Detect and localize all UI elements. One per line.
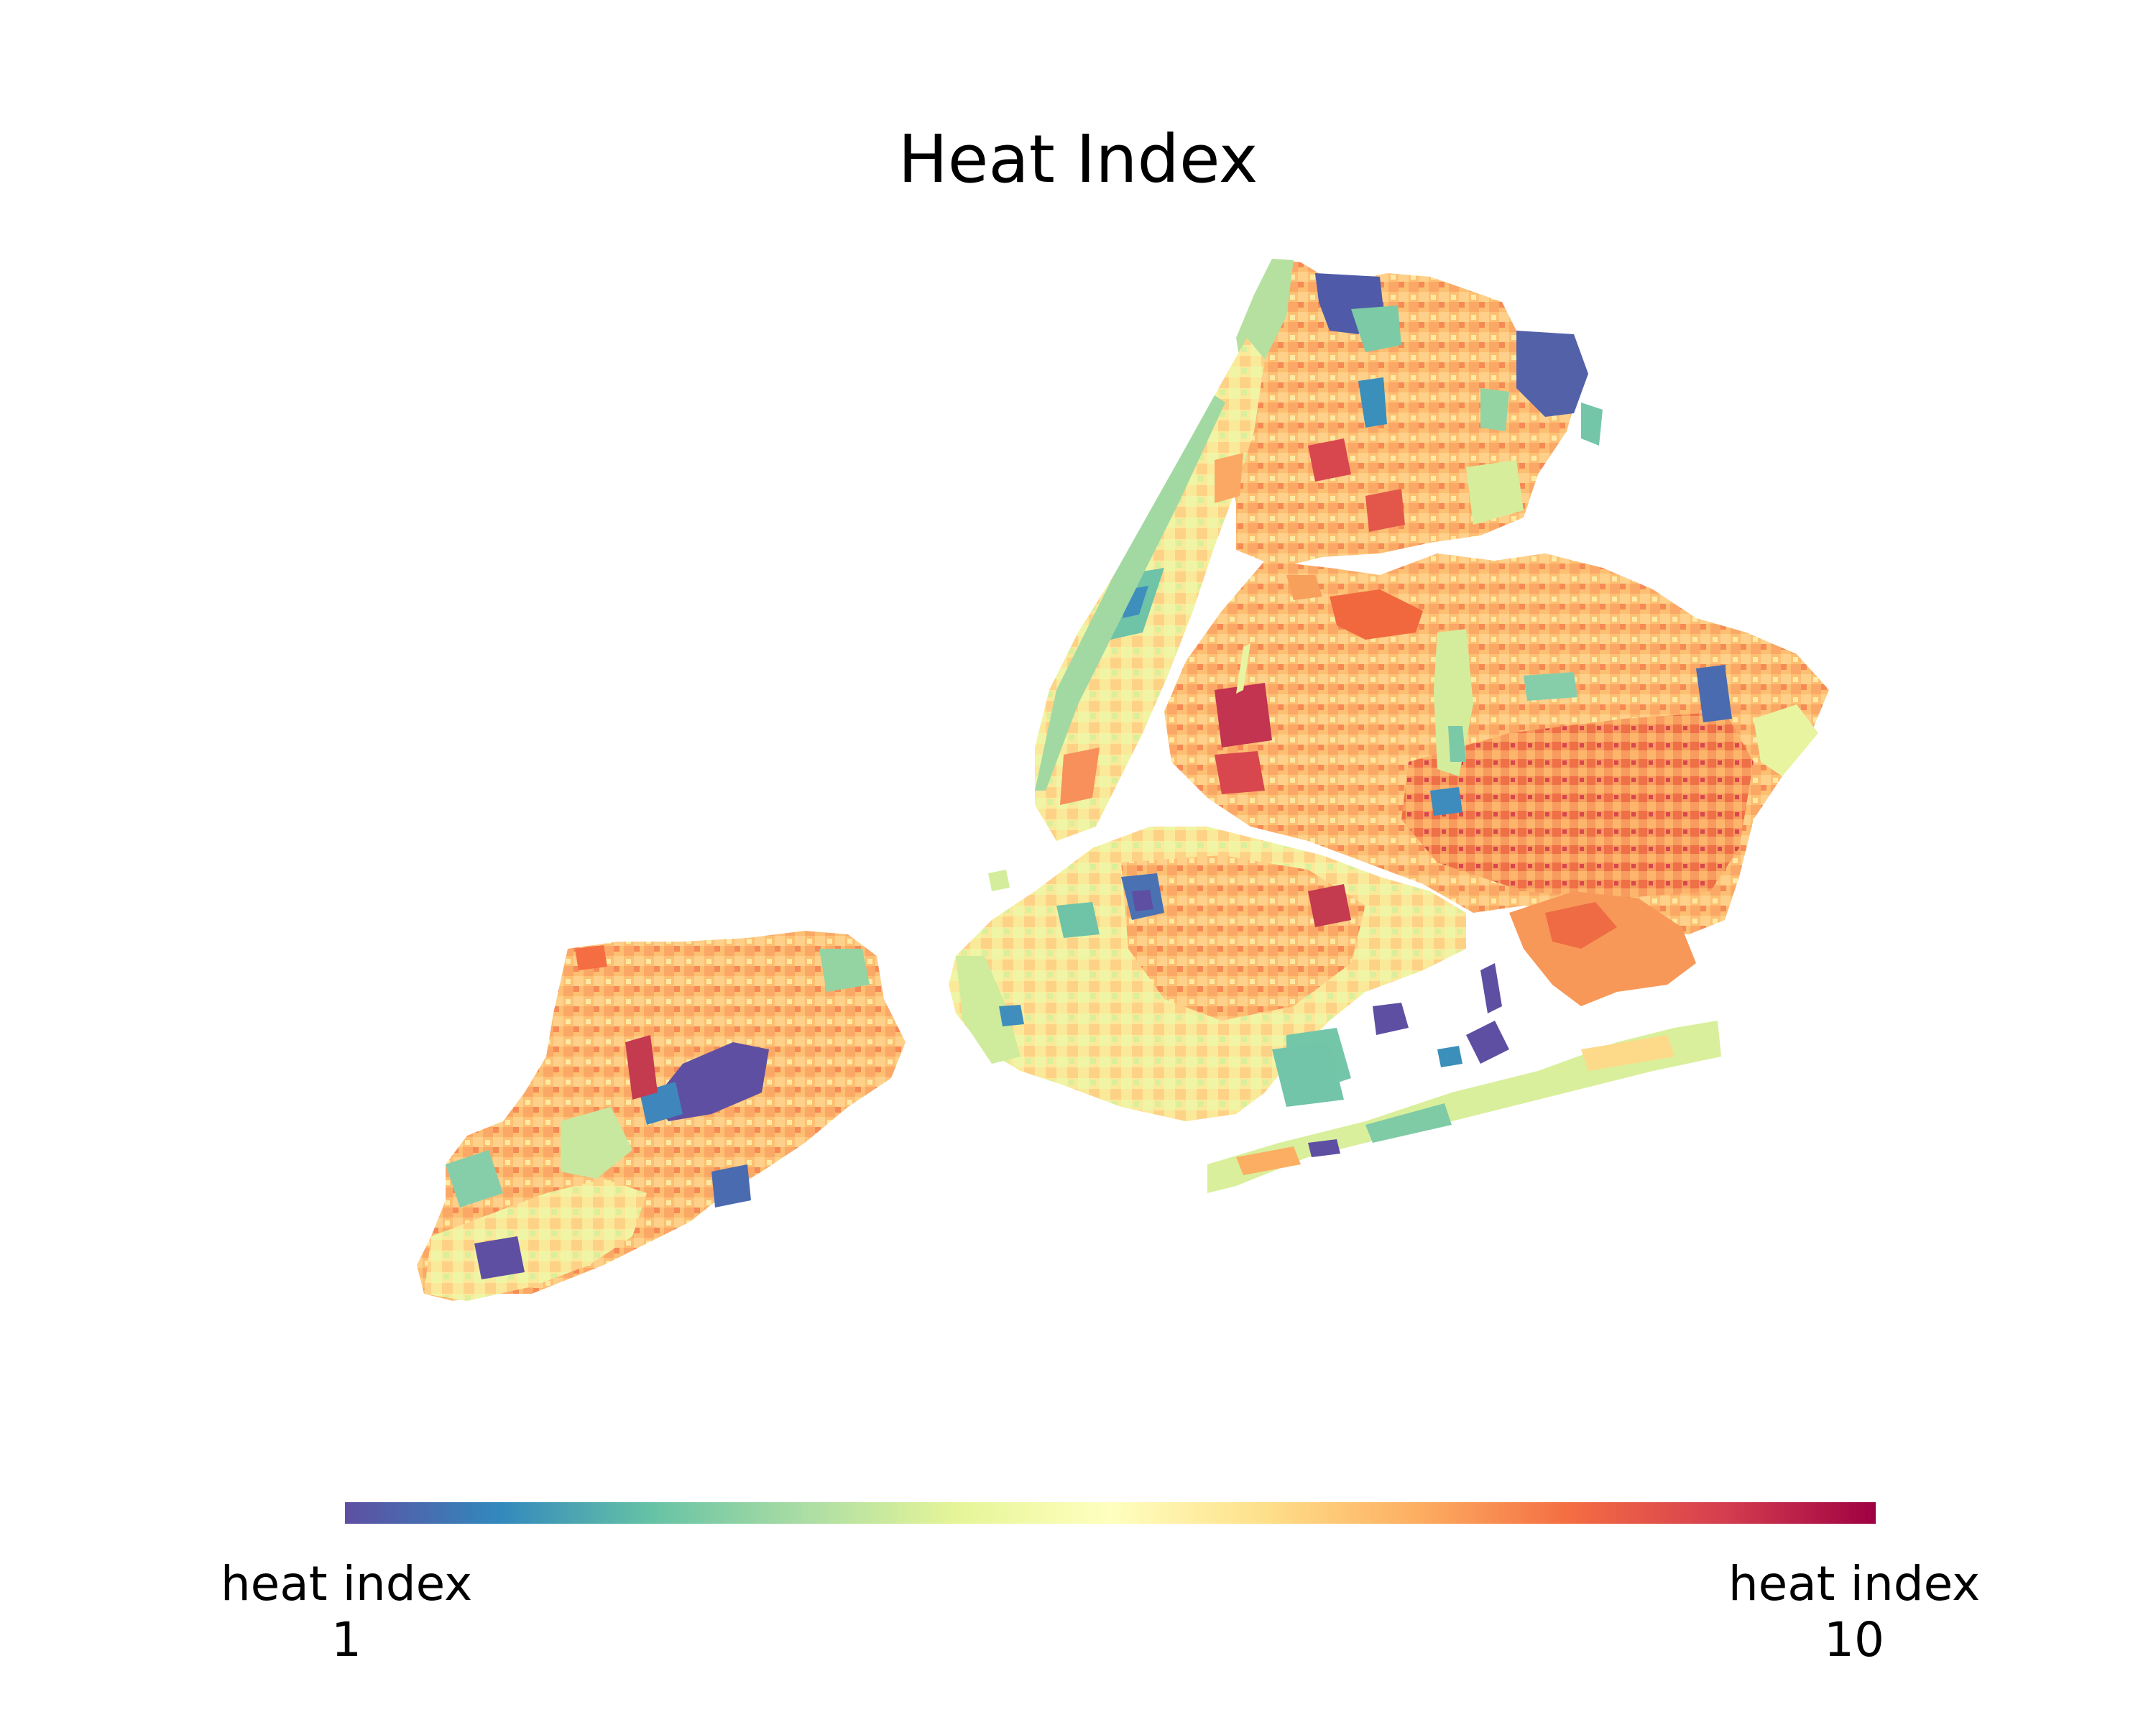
- city-island: [1581, 402, 1603, 446]
- bay-island-1: [1373, 1003, 1409, 1035]
- bay-island-3: [1437, 1046, 1462, 1067]
- prospect-park-lake: [1132, 890, 1153, 911]
- staten-green-ne: [819, 949, 870, 992]
- queens-hot-west: [1215, 683, 1272, 748]
- staten-blue-sw: [474, 1236, 525, 1279]
- manhattan-hot-north: [1215, 453, 1243, 503]
- staten-warm-north: [575, 945, 607, 970]
- legend-min-text: heat index: [203, 1556, 490, 1612]
- brooklyn-blue-south: [999, 1005, 1024, 1026]
- bronx-hot-1: [1308, 438, 1351, 482]
- legend-min-label: heat index 1: [203, 1556, 490, 1668]
- bronx-hot-2: [1365, 489, 1405, 532]
- legend-max-label: heat index 10: [1710, 1556, 1998, 1668]
- legend-max-value: 10: [1710, 1612, 1998, 1668]
- bay-island-2: [1466, 1021, 1509, 1064]
- color-scale-bar: [345, 1502, 1876, 1524]
- queens-green-1: [1524, 672, 1577, 701]
- green-wood-cemetery: [1056, 902, 1100, 938]
- legend-min-value: 1: [203, 1612, 490, 1668]
- governors-island: [988, 870, 1010, 891]
- borough-bronx[interactable]: [1222, 259, 1588, 568]
- legend-max-text: heat index: [1710, 1556, 1998, 1612]
- color-scale-legend: [345, 1502, 1876, 1524]
- staten-blue-se: [711, 1164, 751, 1208]
- borough-staten-island[interactable]: [417, 931, 906, 1301]
- brooklyn-hot-1: [1308, 884, 1351, 927]
- queens-blue-2: [1430, 787, 1462, 816]
- bay-island-4: [1480, 963, 1502, 1013]
- bronx-green-1: [1480, 388, 1509, 431]
- queens-hot-west-2: [1215, 751, 1265, 794]
